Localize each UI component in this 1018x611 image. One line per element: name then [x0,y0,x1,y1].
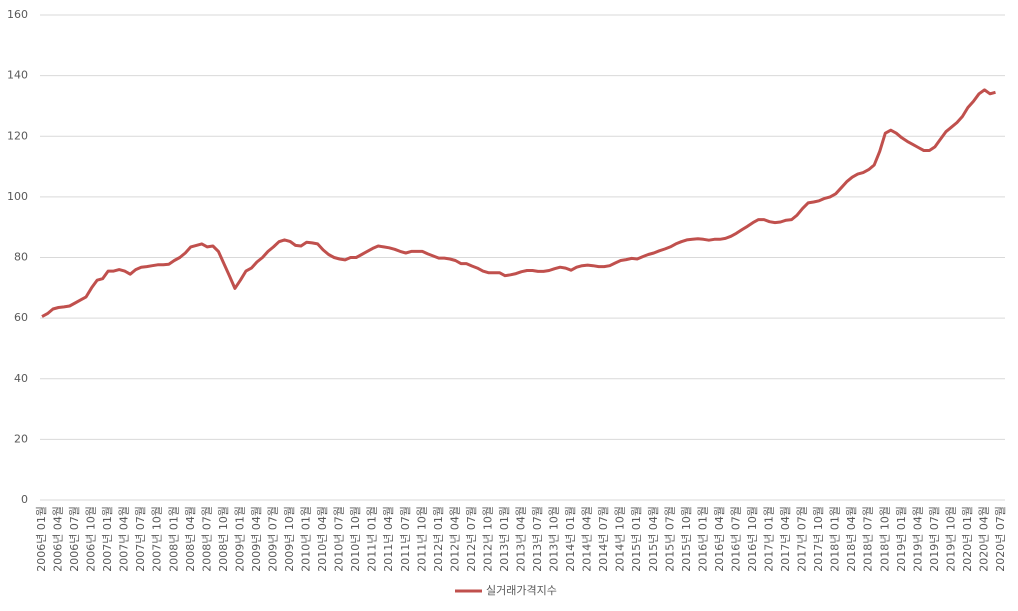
x-tick-label: 2020년 01월 [961,506,974,572]
x-tick-label: 2007년 01월 [101,506,114,572]
x-tick-label: 2019년 10월 [944,506,957,572]
x-tick-label: 2018년 01월 [829,506,842,572]
x-tick-label: 2020년 07월 [994,506,1007,572]
legend-label: 실거래가격지수 [486,584,557,597]
x-tick-label: 2014년 10월 [614,506,627,572]
x-tick-label: 2009년 04월 [250,506,263,572]
y-tick-label: 120 [7,129,28,142]
data-line [41,88,996,318]
x-tick-label: 2018년 07월 [862,506,875,572]
x-tick-label: 2013년 01월 [498,506,511,572]
x-tick-label: 2013년 10월 [548,506,561,572]
x-tick-label: 2013년 04월 [515,506,528,572]
x-tick-label: 2011년 01월 [366,506,379,572]
x-tick-label: 2019년 01월 [895,506,908,572]
x-tick-label: 2008년 04월 [184,506,197,572]
x-tick-label: 2008년 07월 [200,506,213,572]
x-tick-label: 2011년 07월 [399,506,412,572]
x-tick-label: 2006년 01월 [35,506,48,572]
x-tick-label: 2010년 01월 [300,506,313,572]
x-tick-label: 2006년 07월 [68,506,81,572]
x-tick-label: 2006년 10월 [85,506,98,572]
x-tick-label: 2008년 10월 [217,506,230,572]
x-tick-label: 2018년 04월 [845,506,858,572]
y-tick-label: 0 [21,493,28,506]
x-tick-label: 2014년 01월 [564,506,577,572]
x-tick-label: 2007년 04월 [118,506,131,572]
y-tick-label: 80 [14,251,28,264]
x-tick-label: 2012년 07월 [465,506,478,572]
x-tick-label: 2017년 10월 [812,506,825,572]
x-tick-label: 2009년 01월 [233,506,246,572]
x-tick-label: 2020년 04월 [977,506,990,572]
x-tick-label: 2014년 04월 [581,506,594,572]
x-tick-label: 2015년 10월 [680,506,693,572]
x-tick-label: 2010년 10월 [349,506,362,572]
x-tick-label: 2014년 07월 [597,506,610,572]
x-tick-label: 2006년 04월 [52,506,65,572]
x-tick-label: 2017년 04월 [779,506,792,572]
x-tick-label: 2013년 07월 [531,506,544,572]
x-tick-label: 2012년 10월 [481,506,494,572]
x-tick-label: 2011년 10월 [415,506,428,572]
x-tick-label: 2016년 01월 [696,506,709,572]
x-tick-label: 2016년 07월 [729,506,742,572]
x-tick-label: 2007년 10월 [151,506,164,572]
x-tick-label: 2019년 04월 [911,506,924,572]
y-tick-label: 40 [14,372,28,385]
x-tick-label: 2018년 10월 [878,506,891,572]
y-tick-label: 60 [14,311,28,324]
x-tick-label: 2016년 04월 [713,506,726,572]
x-tick-label: 2015년 07월 [663,506,676,572]
x-tick-label: 2008년 01월 [167,506,180,572]
x-tick-label: 2012년 01월 [432,506,445,572]
x-tick-label: 2011년 04월 [382,506,395,572]
x-tick-label: 2019년 07월 [928,506,941,572]
x-tick-label: 2017년 01월 [763,506,776,572]
x-tick-label: 2015년 01월 [630,506,643,572]
x-tick-label: 2012년 04월 [448,506,461,572]
y-tick-label: 160 [7,8,28,21]
x-tick-label: 2016년 10월 [746,506,759,572]
x-tick-label: 2007년 07월 [134,506,147,572]
x-tick-label: 2010년 07월 [333,506,346,572]
x-tick-label: 2017년 07월 [796,506,809,572]
x-tick-label: 2015년 04월 [647,506,660,572]
x-tick-label: 2009년 07월 [266,506,279,572]
y-tick-label: 20 [14,432,28,445]
x-tick-label: 2010년 04월 [316,506,329,572]
y-tick-label: 140 [7,69,28,82]
y-tick-label: 100 [7,190,28,203]
x-tick-label: 2009년 10월 [283,506,296,572]
